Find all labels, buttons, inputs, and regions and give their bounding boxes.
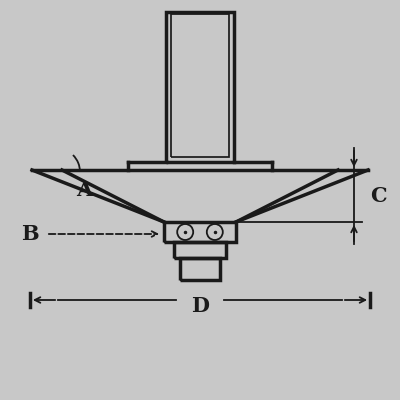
Text: A: A [76,180,92,200]
Text: C: C [370,186,386,206]
Text: D: D [191,296,209,316]
Text: B: B [21,224,39,244]
